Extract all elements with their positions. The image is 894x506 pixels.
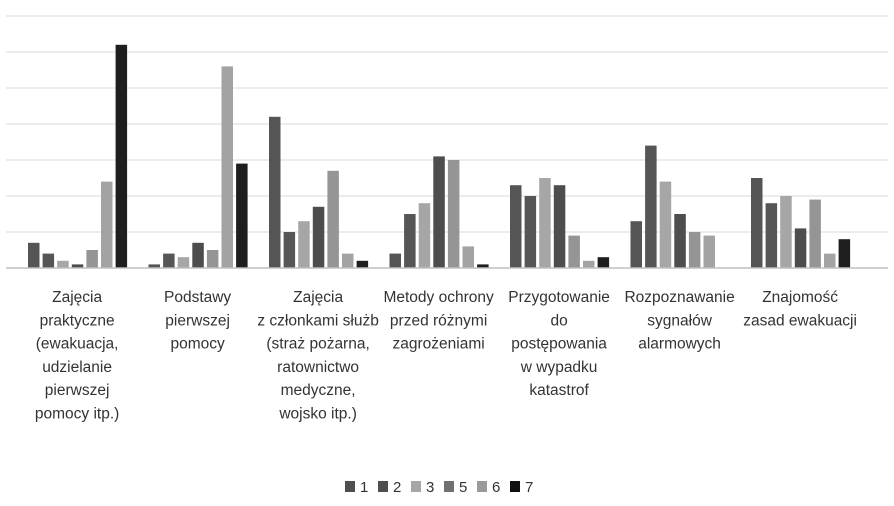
bar [148,264,160,268]
bar [163,253,175,268]
bar [342,253,354,268]
bar [269,116,281,268]
bar [206,250,219,268]
bar [221,66,233,269]
bar [583,260,595,268]
legend-item: 6 [477,479,500,496]
bar [809,199,821,268]
bar [298,221,310,268]
bar [71,264,84,268]
bar [751,178,763,268]
bar [539,178,551,268]
bar [688,232,701,268]
bar [477,264,489,268]
legend-swatch [378,481,388,492]
legend-item: 2 [378,479,401,496]
legend-swatch [345,481,355,492]
gridlines [6,15,888,233]
category-label: Zajęcia z członkami służb (straż pożarna, r… [257,289,378,423]
bar [838,239,851,268]
category-labels: Zajęcia praktyczne (ewakuacja, udzielanie pi… [35,289,857,423]
bar [703,235,715,268]
bar [57,260,69,268]
legend-label: 1 [360,479,368,496]
legend-label: 2 [393,479,401,496]
bar [86,250,98,268]
bar [674,214,686,268]
legend: 1 2 3 5 6 7 [345,479,533,496]
legend-label: 5 [459,479,467,496]
bar [115,44,128,268]
bar [236,163,248,268]
bar [462,246,474,268]
bar [630,221,642,268]
bar [824,253,836,268]
legend-item: 1 [345,479,368,496]
bar [553,185,566,268]
category-label: Przygotowanie do postępowania w wypadku kata… [508,289,610,399]
bar [447,160,460,268]
legend-swatch [411,481,421,492]
bar [42,253,55,268]
bar [356,260,369,268]
legend-swatch [477,481,487,492]
legend-label: 7 [525,479,533,496]
category-label: Rozpoznawanie sygnałów alarmowych [624,289,734,353]
bar [28,242,40,268]
bar [765,203,778,268]
category-label: Podstawy pierwszej pomocy [164,289,231,353]
bar [524,196,537,268]
bar [327,170,339,268]
bar [597,257,610,268]
bar [418,203,431,268]
legend-item: 5 [444,479,467,496]
legend-label: 3 [426,479,434,496]
bar [794,228,807,268]
bars [28,44,851,269]
legend-swatch [444,481,454,492]
bar [312,206,325,268]
category-label: Zajęcia praktyczne (ewakuacja, udzielanie pi… [35,289,119,423]
legend-swatch [510,481,520,492]
category-label: Metody ochrony przed różnymi zagrożeniami [383,289,494,353]
legend-label: 6 [492,479,500,496]
bar [283,232,296,268]
bar [780,196,792,268]
bar [659,181,672,268]
category-label: Znajomość zasad ewakuacji [743,289,857,329]
bar [568,235,580,268]
bar [645,145,657,268]
bar [510,185,522,268]
bar [433,156,445,268]
bar [404,214,416,268]
bar [389,253,401,268]
legend-item: 7 [510,479,533,496]
bar [177,257,190,268]
bar [101,181,113,268]
legend-item: 3 [411,479,434,496]
bar [192,242,204,268]
